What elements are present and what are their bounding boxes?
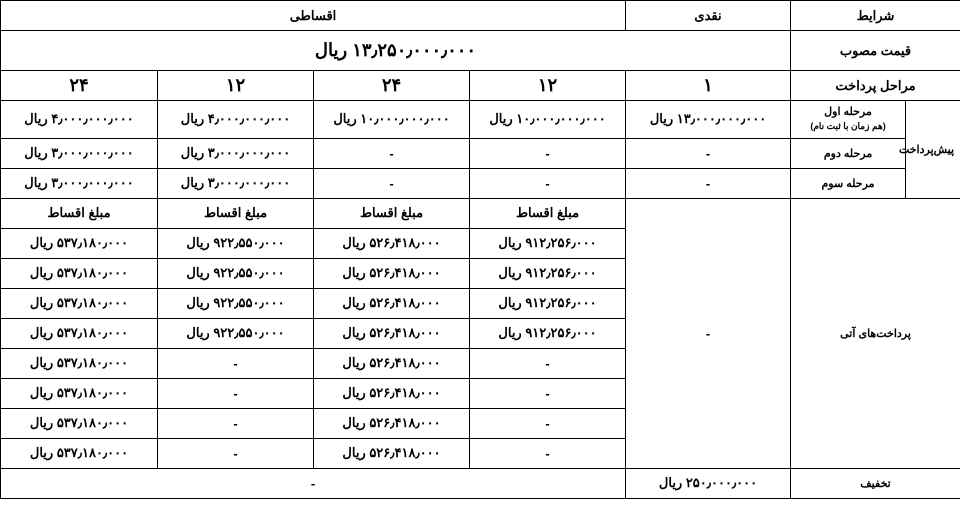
h-price: قیمت مصوب: [791, 31, 960, 71]
a34: ۵۳۷٫۱۸۰٫۰۰۰ ریال: [1, 288, 158, 318]
a13: ۹۲۲٫۵۵۰٫۰۰۰ ریال: [158, 228, 314, 258]
a21: ۹۱۲٫۲۵۶٫۰۰۰ ریال: [470, 258, 626, 288]
d-cash: ۲۵۰٫۰۰۰٫۰۰۰ ریال: [626, 468, 791, 498]
a71: -: [470, 408, 626, 438]
h-inst: اقساطی: [1, 1, 626, 31]
hi4: مبلغ اقساط: [1, 198, 158, 228]
a22: ۵۲۶٫۴۱۸٫۰۰۰ ریال: [314, 258, 470, 288]
st2-p3: ۳٫۰۰۰٫۰۰۰٫۰۰۰ ریال: [158, 138, 314, 168]
a24: ۵۳۷٫۱۸۰٫۰۰۰ ریال: [1, 258, 158, 288]
a64: ۵۳۷٫۱۸۰٫۰۰۰ ریال: [1, 378, 158, 408]
a74: ۵۳۷٫۱۸۰٫۰۰۰ ریال: [1, 408, 158, 438]
st3-cash: -: [626, 168, 791, 198]
st3-p3: ۳٫۰۰۰٫۰۰۰٫۰۰۰ ریال: [158, 168, 314, 198]
a53: -: [158, 348, 314, 378]
st3-p4: ۳٫۰۰۰٫۰۰۰٫۰۰۰ ریال: [1, 168, 158, 198]
a41: ۹۱۲٫۲۵۶٫۰۰۰ ریال: [470, 318, 626, 348]
a82: ۵۲۶٫۴۱۸٫۰۰۰ ریال: [314, 438, 470, 468]
a81: -: [470, 438, 626, 468]
a83: -: [158, 438, 314, 468]
h-cash: نقدی: [626, 1, 791, 31]
a14: ۵۳۷٫۱۸۰٫۰۰۰ ریال: [1, 228, 158, 258]
h-prepay: پیش‌پرداخت: [906, 101, 960, 199]
c-p3: ۱۲: [158, 71, 314, 101]
st1-p2: ۱۰٫۰۰۰٫۰۰۰٫۰۰۰ ریال: [314, 101, 470, 139]
st1b: (هم زمان با ثبت نام): [810, 121, 885, 131]
st2-p2: -: [314, 138, 470, 168]
st1-p3: ۴٫۰۰۰٫۰۰۰٫۰۰۰ ریال: [158, 101, 314, 139]
h-st2: مرحله دوم: [791, 138, 906, 168]
h-st1: مرحله اول (هم زمان با ثبت نام): [791, 101, 906, 139]
hi3: مبلغ اقساط: [158, 198, 314, 228]
a32: ۵۲۶٫۴۱۸٫۰۰۰ ریال: [314, 288, 470, 318]
a52: ۵۲۶٫۴۱۸٫۰۰۰ ریال: [314, 348, 470, 378]
a84: ۵۳۷٫۱۸۰٫۰۰۰ ریال: [1, 438, 158, 468]
h-st3: مرحله سوم: [791, 168, 906, 198]
h-cond: شرایط: [791, 1, 960, 31]
a31: ۹۱۲٫۲۵۶٫۰۰۰ ریال: [470, 288, 626, 318]
a73: -: [158, 408, 314, 438]
st1-cash: ۱۳٫۰۰۰٫۰۰۰٫۰۰۰ ریال: [626, 101, 791, 139]
v-price: ۱۳٫۲۵۰٫۰۰۰٫۰۰۰ ریال: [1, 31, 791, 71]
st3-p2: -: [314, 168, 470, 198]
c-p4: ۲۴: [1, 71, 158, 101]
st2-p4: ۳٫۰۰۰٫۰۰۰٫۰۰۰ ریال: [1, 138, 158, 168]
c-p1: ۱۲: [470, 71, 626, 101]
a54: ۵۳۷٫۱۸۰٫۰۰۰ ریال: [1, 348, 158, 378]
h-stages: مراحل پرداخت: [791, 71, 960, 101]
a72: ۵۲۶٫۴۱۸٫۰۰۰ ریال: [314, 408, 470, 438]
st2-p1: -: [470, 138, 626, 168]
c-p2: ۲۴: [314, 71, 470, 101]
h-future: پرداخت‌های آتی: [791, 198, 960, 468]
a44: ۵۳۷٫۱۸۰٫۰۰۰ ریال: [1, 318, 158, 348]
a12: ۵۲۶٫۴۱۸٫۰۰۰ ریال: [314, 228, 470, 258]
a51: -: [470, 348, 626, 378]
hi2: مبلغ اقساط: [314, 198, 470, 228]
st1-p4: ۴٫۰۰۰٫۰۰۰٫۰۰۰ ریال: [1, 101, 158, 139]
st3-p1: -: [470, 168, 626, 198]
a42: ۵۲۶٫۴۱۸٫۰۰۰ ریال: [314, 318, 470, 348]
a33: ۹۲۲٫۵۵۰٫۰۰۰ ریال: [158, 288, 314, 318]
a61: -: [470, 378, 626, 408]
a43: ۹۲۲٫۵۵۰٫۰۰۰ ریال: [158, 318, 314, 348]
c-cash: ۱: [626, 71, 791, 101]
a62: ۵۲۶٫۴۱۸٫۰۰۰ ریال: [314, 378, 470, 408]
d-inst: -: [1, 468, 626, 498]
st1-p1: ۱۰٫۰۰۰٫۰۰۰٫۰۰۰ ریال: [470, 101, 626, 139]
hi1: مبلغ اقساط: [470, 198, 626, 228]
st1a: مرحله اول: [824, 106, 872, 118]
fut-cash: -: [626, 198, 791, 468]
a63: -: [158, 378, 314, 408]
st2-cash: -: [626, 138, 791, 168]
full-table: شرایط نقدی اقساطی قیمت مصوب ۱۳٫۲۵۰٫۰۰۰٫۰…: [0, 0, 960, 499]
a11: ۹۱۲٫۲۵۶٫۰۰۰ ریال: [470, 228, 626, 258]
h-disc: تخفیف: [791, 468, 960, 498]
a23: ۹۲۲٫۵۵۰٫۰۰۰ ریال: [158, 258, 314, 288]
